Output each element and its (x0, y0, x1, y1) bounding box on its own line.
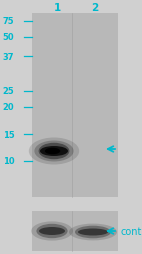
Ellipse shape (75, 226, 111, 238)
Ellipse shape (31, 221, 73, 241)
Text: 37: 37 (3, 52, 14, 61)
Text: 1: 1 (53, 3, 61, 13)
Text: control: control (121, 226, 142, 236)
Ellipse shape (29, 138, 79, 165)
Text: 25: 25 (3, 87, 14, 96)
Ellipse shape (39, 227, 65, 235)
Bar (32, 211, 118, 251)
Ellipse shape (40, 146, 68, 156)
Bar (32, 14, 118, 197)
Ellipse shape (36, 224, 68, 238)
Ellipse shape (39, 143, 69, 160)
Text: 10: 10 (3, 157, 14, 166)
Ellipse shape (69, 224, 117, 241)
Text: 50: 50 (3, 33, 14, 42)
Ellipse shape (78, 229, 108, 235)
Text: 15: 15 (3, 130, 14, 139)
Text: 20: 20 (3, 103, 14, 112)
Text: 2: 2 (91, 3, 99, 13)
Ellipse shape (45, 148, 60, 155)
Text: 75: 75 (3, 18, 14, 26)
Ellipse shape (34, 141, 74, 162)
